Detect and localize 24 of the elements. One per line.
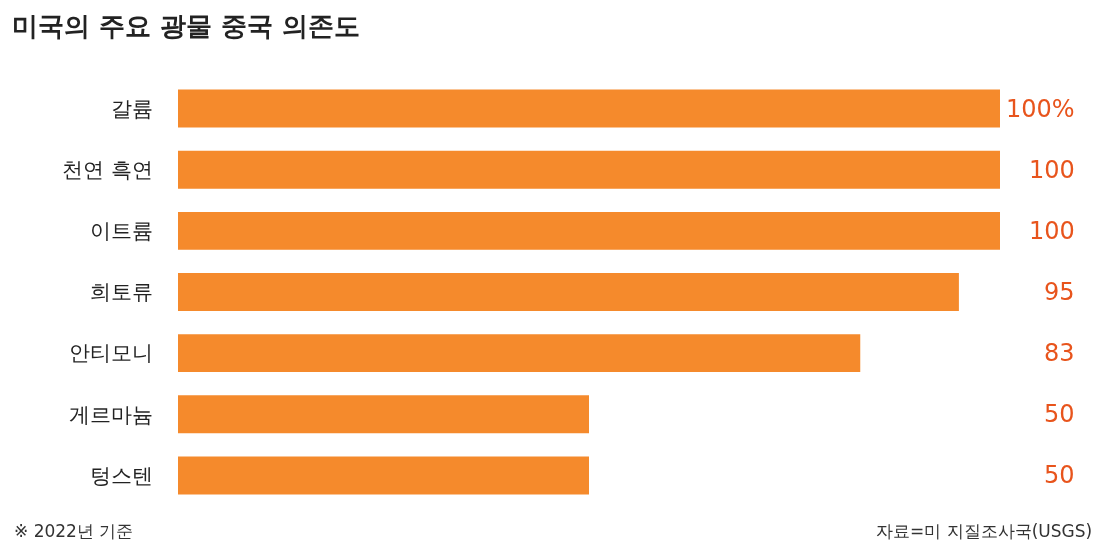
bar [178,211,1000,250]
y-tick-label: 희토류 [89,280,153,305]
y-tick-label: 안티모니 [68,341,153,366]
text: 자료=미 지질조사국(USGS) [876,521,1093,541]
text: ※ 2022년 기준 [14,521,134,541]
bar [178,395,589,434]
data-label: 100% [1006,95,1075,123]
y-tick-label: 텅스텐 [89,463,153,488]
bar [178,456,589,495]
data-label: 100 [1029,217,1075,245]
y-tick-label: 천연 흑연 [62,158,153,183]
y-tick-label: 게르마늄 [68,402,153,427]
data-label: 83 [1044,339,1075,367]
y-tick-label: 갈륨 [110,96,153,121]
bar [178,150,1000,189]
bar [178,273,959,311]
data-label: 95 [1044,278,1075,306]
data-label: 50 [1044,400,1075,428]
chart-title: 미국의 주요 광물 중국 의존도 [12,11,361,42]
bar [178,334,861,373]
y-tick-label: 이트륨 [89,219,153,244]
bar [178,89,1000,128]
data-label: 50 [1044,461,1075,489]
data-label: 100 [1029,156,1075,184]
